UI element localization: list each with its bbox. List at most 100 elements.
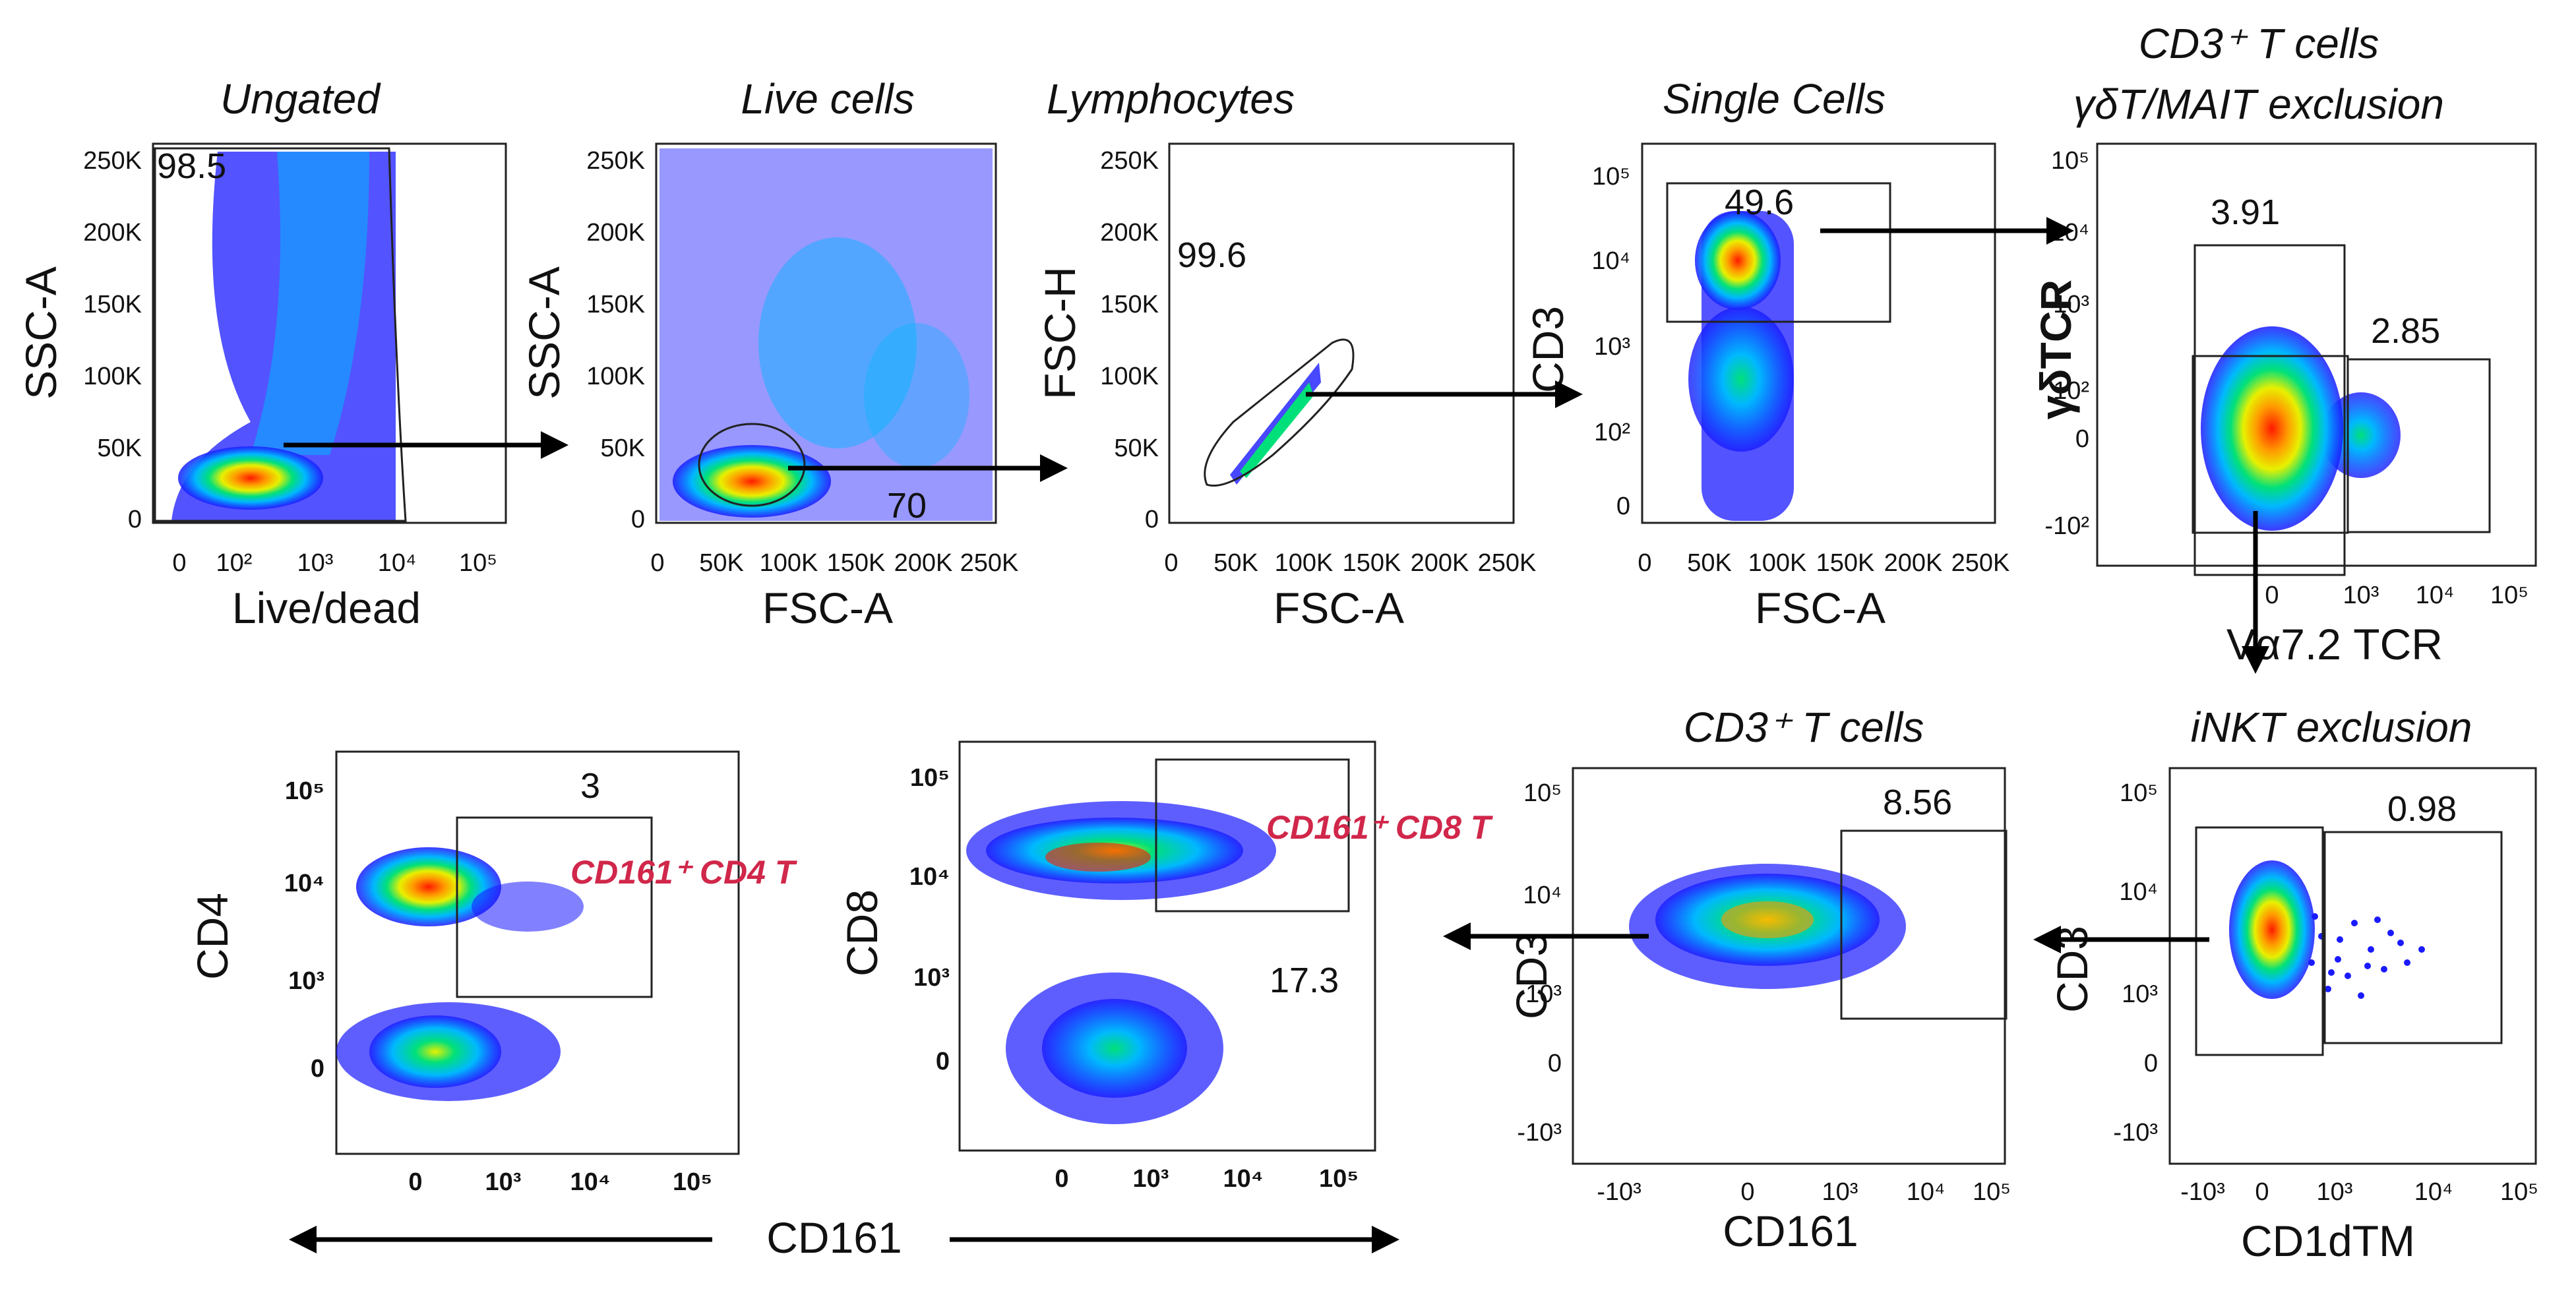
x-tick: 150K (1343, 549, 1401, 577)
x-tick: 0 (2265, 582, 2279, 609)
x-tick: 10⁵ (1319, 1165, 1359, 1193)
cd161-cd4-gate (456, 816, 653, 998)
y-axis-label: SSC-A (520, 266, 568, 400)
y-tick: 150K (83, 291, 142, 318)
panel-inkt-exclusion: iNKT exclusion 0.98 -10³ 0 10³ 10⁴ 10⁵ -… (2048, 704, 2538, 1265)
y-tick: 150K (1100, 291, 1159, 318)
y-tick: 10⁴ (1523, 882, 1562, 909)
y-tick: 0 (2144, 1050, 2158, 1077)
panel-single-cells: Single Cells 49.6 0 10² 10³ 10⁴ 10⁵ 0 50… (1523, 75, 2009, 632)
y-tick: 200K (1100, 219, 1159, 247)
population-label: CD161⁺ CD4 T (570, 854, 798, 891)
panel-title: iNKT exclusion (2191, 704, 2472, 751)
panel-title: CD3⁺ T cells (2139, 20, 2379, 67)
x-tick: 250K (1951, 549, 2010, 577)
gate-value: 3.91 (2211, 193, 2280, 232)
y-tick: 10³ (2053, 291, 2089, 318)
y-tick: 100K (83, 363, 142, 390)
x-tick: 0 (1740, 1178, 1754, 1206)
y-tick: 10³ (288, 967, 324, 995)
panel-title: CD3⁺ T cells (1684, 704, 1924, 751)
scatter-cloud (336, 847, 584, 1101)
x-tick: 10⁵ (673, 1168, 712, 1196)
scatter-cloud (171, 152, 396, 521)
panel-lymphocytes: Lymphocytes 99.6 0 50K 100K 150K 200K 25… (1035, 75, 1536, 632)
x-axis-label: Vα7.2 TCR (2226, 620, 2443, 669)
x-tick: 0 (2255, 1178, 2269, 1206)
x-tick: 10⁵ (459, 549, 497, 577)
x-tick: 0 (1164, 549, 1178, 577)
y-tick: 150K (586, 291, 645, 318)
x-tick: 10⁴ (2414, 1178, 2453, 1206)
panel-title: Single Cells (1663, 75, 1886, 123)
x-axis-label: FSC-A (1273, 584, 1404, 632)
x-tick: 10² (216, 549, 253, 577)
x-tick: 100K (760, 549, 818, 577)
gate-value: 99.6 (1177, 235, 1246, 275)
mait-gate (2346, 358, 2491, 533)
panel-subtitle: γδT/MAIT exclusion (2073, 80, 2444, 128)
x-tick: 10⁵ (2500, 1178, 2538, 1206)
scatter-cloud (1688, 211, 1794, 521)
x-tick: 10⁴ (2416, 582, 2455, 609)
x-tick: 50K (699, 549, 744, 577)
y-tick: 10⁴ (1591, 247, 1630, 275)
shared-x-axis: CD161 (289, 1213, 1399, 1262)
x-tick: 10³ (297, 549, 334, 577)
x-tick: 10³ (485, 1168, 522, 1196)
x-tick: 10⁴ (378, 549, 417, 577)
y-axis-label: FSC-H (1035, 266, 1084, 400)
x-tick: 0 (408, 1168, 422, 1196)
y-tick: -10² (2044, 512, 2089, 540)
y-tick: 10⁵ (1592, 163, 1630, 191)
y-tick: 10⁵ (285, 777, 324, 805)
cd3-gate (1666, 182, 1891, 323)
x-tick: 250K (960, 549, 1019, 577)
y-tick: 10⁴ (2119, 878, 2158, 906)
y-tick: 10⁵ (2120, 779, 2158, 807)
x-tick: 10³ (2317, 1178, 2353, 1206)
y-tick: -10³ (1517, 1119, 1562, 1147)
y-tick: -10³ (2113, 1119, 2158, 1147)
x-tick: 10⁴ (570, 1168, 610, 1196)
gate-value: 49.6 (1725, 183, 1794, 222)
lymphocyte-gate (698, 423, 806, 507)
shared-x-axis-label: CD161 (766, 1213, 902, 1262)
scatter-cloud (2201, 326, 2401, 531)
y-tick: 0 (2075, 425, 2089, 453)
population-label: CD161⁺ CD8 T (1266, 809, 1494, 846)
gating-flow-arrows (284, 217, 2269, 953)
singlets-gate (1204, 338, 1355, 487)
y-tick: 10⁵ (1523, 779, 1562, 807)
gate-value: 8.56 (1883, 783, 1952, 822)
panel-title: Live cells (741, 75, 914, 123)
x-tick: 10³ (1822, 1178, 1858, 1206)
scatter-cloud (2229, 860, 2425, 999)
y-tick: 10³ (1525, 980, 1562, 1008)
x-tick: 10³ (1133, 1165, 1169, 1193)
x-tick: 50K (1687, 549, 1732, 577)
y-tick: 200K (83, 219, 142, 247)
panel-live-cells: Live cells 70 0 50K 100K 150K 200K 250K … (520, 75, 1018, 632)
y-axis-label: SSC-A (16, 266, 65, 400)
y-tick: 10³ (1594, 333, 1630, 361)
y-axis-label: CD8 (838, 889, 886, 976)
y-tick: 100K (586, 363, 645, 390)
y-tick: 100K (1100, 363, 1159, 390)
y-tick: 50K (1114, 435, 1159, 462)
y-tick: 10³ (913, 964, 950, 992)
scatter-cloud (1230, 363, 1321, 485)
x-tick: 10⁵ (2490, 582, 2529, 609)
plot-frame (2168, 767, 2537, 1165)
x-tick: 10⁵ (1973, 1178, 2011, 1206)
y-tick: 0 (1548, 1050, 1562, 1077)
y-axis-label: γδTCR (2031, 280, 2080, 419)
scatter-cloud (1629, 864, 1906, 989)
panel-gd-mait-exclusion: CD3⁺ T cells γδT/MAIT exclusion 3.91 2.8… (2031, 20, 2537, 669)
panel-cd8-cd161: CD161⁺ CD8 T 17.3 0 10³ 10⁴ 10⁵ 0 10³ 10… (838, 740, 1494, 1193)
gate-value: 98.5 (157, 146, 226, 186)
x-tick: 0 (1638, 549, 1651, 577)
y-tick: 0 (128, 506, 142, 533)
panel-title: Lymphocytes (1047, 75, 1295, 123)
panel-cd4-cd161: 3 CD161⁺ CD4 T 0 10³ 10⁴ 10⁵ 0 10³ 10⁴ 1… (188, 750, 798, 1196)
